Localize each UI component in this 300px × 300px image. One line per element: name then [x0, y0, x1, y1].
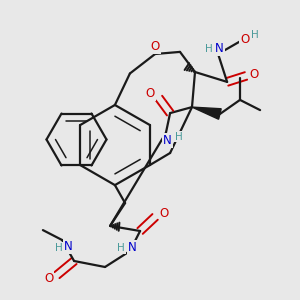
Text: O: O — [160, 207, 169, 220]
Text: O: O — [146, 87, 154, 100]
Text: N: N — [215, 42, 224, 55]
Text: H: H — [205, 44, 213, 55]
Polygon shape — [192, 107, 221, 119]
Text: N: N — [64, 240, 73, 253]
Text: H: H — [250, 30, 258, 40]
Text: N: N — [163, 134, 172, 147]
Text: H: H — [117, 243, 125, 253]
Text: O: O — [249, 68, 258, 81]
Text: N: N — [128, 241, 136, 254]
Text: O: O — [44, 272, 53, 285]
Text: H: H — [175, 131, 182, 142]
Text: O: O — [240, 33, 249, 46]
Text: H: H — [55, 243, 63, 253]
Text: O: O — [151, 40, 160, 53]
